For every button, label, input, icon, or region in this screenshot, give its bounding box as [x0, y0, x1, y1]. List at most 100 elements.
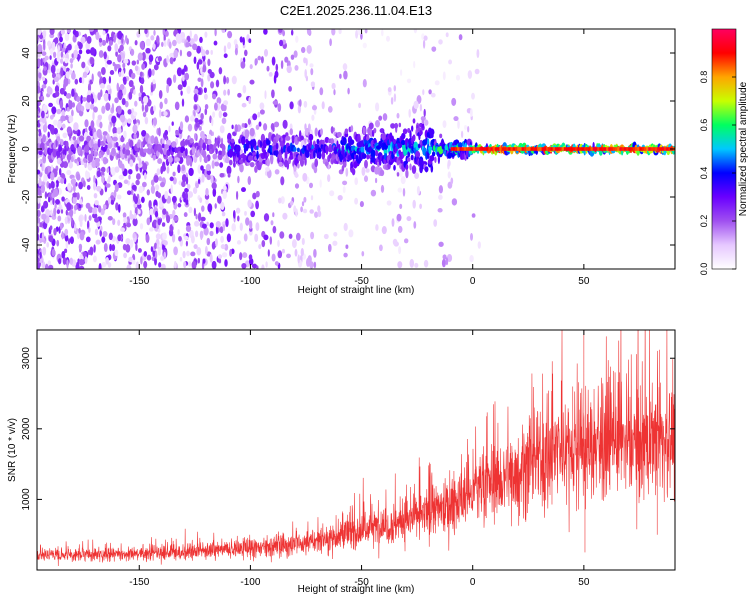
- spectrogram-cell: [406, 157, 411, 162]
- spectrogram-cell: [181, 164, 186, 172]
- carrier-cell: [521, 147, 525, 151]
- spectrogram-cell: [160, 166, 164, 175]
- carrier-cell: [512, 147, 516, 151]
- spectrogram-cell: [350, 125, 354, 133]
- spectrogram-cell: [47, 131, 50, 138]
- spectrogram-cell: [249, 79, 255, 85]
- spectrogram-cell: [333, 231, 338, 237]
- spectrogram-cell: [244, 210, 247, 216]
- spectrogram-cell: [197, 257, 201, 264]
- spectrogram-cell: [161, 222, 166, 227]
- spectrogram-cell: [110, 199, 115, 205]
- carrier-cell: [561, 147, 565, 151]
- spectrogram-cell: [442, 120, 447, 128]
- spectrogram-cell: [136, 59, 140, 65]
- x-tick-label: -50: [354, 276, 369, 287]
- spectrogram-cell: [115, 141, 119, 148]
- spectrogram-cell: [429, 128, 435, 136]
- colorbar-tick-label: 0.2: [699, 215, 709, 228]
- spectrogram-cell: [386, 200, 392, 206]
- spectrogram-cell: [405, 164, 409, 171]
- spectrogram-cell: [191, 260, 197, 269]
- spectrogram-cell: [194, 117, 199, 124]
- spectrogram-cell: [193, 56, 197, 64]
- spectrogram-cell: [357, 133, 361, 143]
- spectrogram-cell: [157, 192, 162, 199]
- snr-ylabel: SNR (10 * v/v): [7, 418, 18, 482]
- spectrogram-cell: [53, 228, 57, 236]
- spectrogram-cell: [300, 135, 304, 141]
- spectrogram-cell: [141, 103, 145, 112]
- spectrogram-cell: [103, 134, 106, 143]
- spectrogram-cell: [133, 89, 136, 96]
- spectrogram-cell: [59, 36, 63, 43]
- carrier-cell: [546, 147, 549, 151]
- spectrogram-cell: [209, 71, 215, 79]
- carrier-cell: [501, 147, 505, 151]
- spectrogram-cell: [53, 76, 60, 83]
- spectrogram-cell: [131, 259, 136, 265]
- spectrogram-cell: [166, 214, 171, 224]
- spectrogram-cell: [43, 42, 46, 51]
- spectrogram-cell: [271, 89, 275, 99]
- spectrogram-cell: [66, 29, 72, 34]
- spectrogram-cell: [254, 165, 258, 173]
- spectrogram-cell: [420, 116, 426, 121]
- spectrogram-cell: [117, 146, 121, 151]
- spectrogram-cell: [165, 139, 172, 145]
- spectrogram-cell: [100, 89, 103, 97]
- x-tick-label: -100: [240, 577, 260, 588]
- spectrogram-cell: [226, 233, 232, 243]
- spectrogram-cell: [60, 67, 64, 77]
- spectrogram-cell: [145, 47, 151, 54]
- spectrogram-cell: [218, 150, 223, 156]
- spectrogram-cell: [219, 173, 225, 178]
- carrier-cell: [650, 147, 654, 151]
- spectrogram-cell: [85, 101, 91, 110]
- spectrogram-cell: [117, 219, 121, 226]
- spectrogram-cell: [52, 51, 57, 59]
- spectrogram-cell: [213, 40, 218, 46]
- spectrogram-cell: [220, 235, 224, 243]
- spectrogram-cell: [73, 209, 76, 215]
- spectrogram-cell: [57, 215, 62, 222]
- spectrogram-cell: [123, 130, 127, 140]
- spectrogram-cell: [364, 29, 368, 34]
- spectrogram-cell: [193, 207, 197, 217]
- spectrogram-cell: [46, 242, 50, 248]
- spectrogram-cell: [329, 190, 335, 197]
- spectrogram-cell: [84, 144, 90, 153]
- spectrogram-cell: [95, 161, 100, 168]
- spectrogram-cell: [207, 139, 212, 146]
- spectrogram-cell: [467, 70, 473, 79]
- spectrogram-cell: [60, 29, 66, 35]
- spectrogram-cell: [286, 65, 292, 74]
- colorbar-frame: [711, 28, 737, 270]
- spectrogram-cell: [194, 220, 200, 227]
- spectrogram-cell: [128, 79, 134, 88]
- spectrogram-cell: [453, 116, 459, 122]
- spectrogram-cell: [68, 161, 73, 169]
- spectrogram-cell: [379, 128, 385, 134]
- spectrogram-cell: [163, 251, 167, 260]
- spectrogram-cell: [41, 231, 45, 241]
- spectrogram-cell: [261, 264, 265, 269]
- spectrogram-cell: [106, 148, 110, 156]
- spectrogram-cell: [381, 132, 387, 141]
- spectrogram-cell: [293, 50, 298, 58]
- spectrogram-cell: [71, 88, 75, 97]
- spectrogram-cell: [154, 136, 159, 144]
- spectrogram-cell: [106, 59, 112, 65]
- spectrogram-cell: [265, 166, 270, 172]
- spectrogram-cell: [137, 162, 143, 168]
- spectrogram-cell: [279, 154, 283, 161]
- spectrogram-cell: [381, 29, 384, 37]
- spectrogram-cell: [391, 218, 395, 227]
- spectrogram-cell: [471, 213, 476, 218]
- spectrogram-cell: [344, 128, 349, 135]
- spectrogram-cell: [249, 220, 253, 230]
- spectrogram-cell: [93, 244, 96, 253]
- spectrogram-cell: [134, 40, 138, 46]
- spectrogram-cell: [301, 201, 305, 207]
- spectrogram-cell: [422, 89, 425, 96]
